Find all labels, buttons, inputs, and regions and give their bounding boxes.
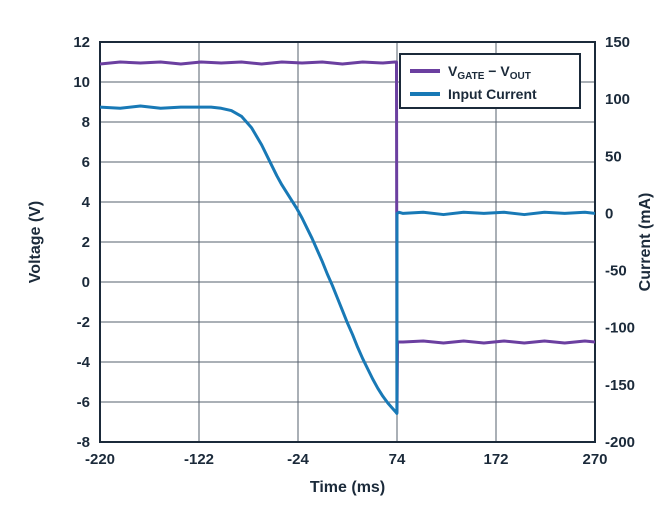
y-left-tick-label: 0 — [82, 274, 90, 291]
y-left-tick-label: 8 — [82, 114, 90, 131]
chart-container: -220 -122 -24 74 172 270 Time (ms) -8 -6 -4 -2 0 2 4 6… — [0, 0, 659, 509]
legend-label-current: Input Current — [448, 86, 537, 102]
y-right-tick-label: -200 — [605, 434, 635, 451]
y-left-tick-label: 10 — [73, 74, 90, 91]
y-right-axis-label: Current (mA) — [637, 193, 654, 292]
x-tick-label: -122 — [184, 451, 214, 468]
y-left-tick-label: 6 — [82, 154, 90, 171]
y-left-tick-label: 2 — [82, 234, 90, 251]
y-left-tick-label: -2 — [77, 314, 90, 331]
y-left-tick-label: 4 — [82, 194, 91, 211]
y-right-tick-label: -100 — [605, 320, 635, 337]
y-left-tick-label: 12 — [73, 34, 90, 51]
y-left-tick-label: -4 — [77, 354, 91, 371]
y-right-tick-label: 50 — [605, 148, 622, 165]
y-right-tick-label: 150 — [605, 34, 630, 51]
y-left-tick-label: -6 — [77, 394, 90, 411]
y-right-tick-label: 100 — [605, 91, 630, 108]
y-right-tick-label: -150 — [605, 377, 635, 394]
x-tick-label: -220 — [85, 451, 115, 468]
chart-svg: -220 -122 -24 74 172 270 Time (ms) -8 -6 -4 -2 0 2 4 6… — [0, 0, 659, 509]
x-tick-label: 74 — [389, 451, 406, 468]
x-tick-label: 172 — [483, 451, 508, 468]
y-left-tick-label: -8 — [77, 434, 90, 451]
x-tick-label: -24 — [287, 451, 309, 468]
y-right-tick-label: -50 — [605, 263, 627, 280]
legend: VGATE − VOUTInput Current — [400, 54, 580, 108]
y-left-axis-label: Voltage (V) — [27, 201, 44, 283]
x-tick-label: 270 — [582, 451, 607, 468]
x-axis-label: Time (ms) — [310, 479, 385, 496]
y-right-tick-label: 0 — [605, 205, 613, 222]
